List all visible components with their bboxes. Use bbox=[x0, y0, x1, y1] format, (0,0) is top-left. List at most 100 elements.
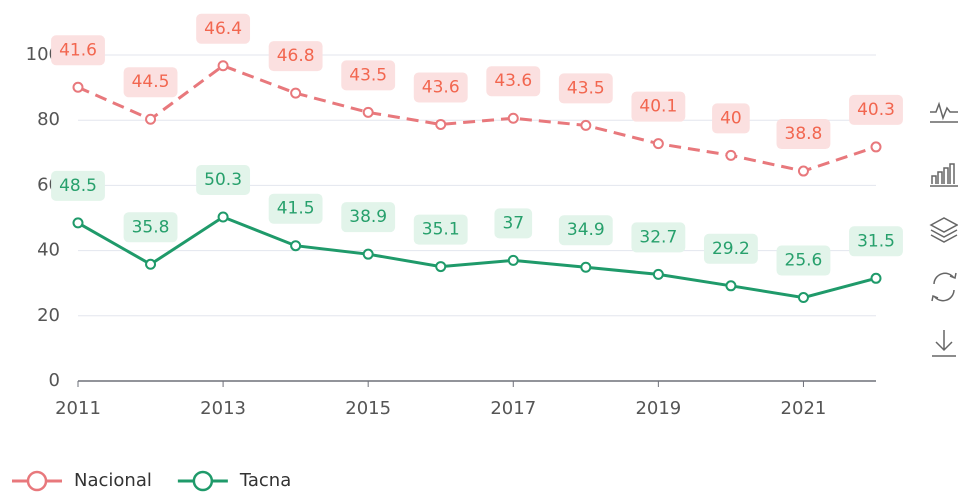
data-label: 46.8 bbox=[268, 41, 323, 72]
data-label: 34.9 bbox=[558, 215, 613, 246]
data-label-text: 43.5 bbox=[567, 78, 605, 98]
data-label: 44.5 bbox=[123, 67, 178, 98]
data-label: 41.5 bbox=[268, 193, 323, 224]
x-tick-label: 2019 bbox=[635, 398, 681, 419]
point bbox=[580, 261, 592, 273]
data-label-text: 37 bbox=[502, 213, 524, 233]
data-label-text: 44.5 bbox=[132, 72, 170, 92]
point bbox=[870, 141, 882, 153]
data-label-text: 46.4 bbox=[204, 19, 242, 39]
data-label-bg bbox=[268, 193, 323, 224]
data-label: 25.6 bbox=[776, 245, 831, 276]
data-label: 37 bbox=[494, 208, 533, 239]
point bbox=[290, 87, 302, 99]
data-label-text: 35.8 bbox=[132, 217, 170, 237]
point bbox=[72, 81, 84, 93]
x-tick-label: 2021 bbox=[781, 398, 827, 419]
data-label-bg bbox=[123, 67, 178, 98]
y-tick-label: 80 bbox=[37, 109, 60, 130]
data-label-bg bbox=[341, 202, 396, 233]
data-label-text: 29.2 bbox=[712, 239, 750, 259]
data-label-bg bbox=[776, 245, 831, 276]
data-label-bg bbox=[776, 119, 831, 150]
point bbox=[435, 261, 447, 273]
legend-label: Nacional bbox=[74, 470, 152, 491]
data-label-text: 31.5 bbox=[857, 231, 895, 251]
x-tick-label: 2011 bbox=[55, 398, 101, 419]
data-label-text: 50.3 bbox=[204, 170, 242, 190]
point bbox=[72, 217, 84, 229]
y-tick-label: 40 bbox=[37, 240, 60, 261]
data-label-text: 32.7 bbox=[639, 227, 677, 247]
point bbox=[217, 60, 229, 72]
data-label: 31.5 bbox=[849, 226, 903, 257]
x-tick-label: 2013 bbox=[200, 398, 246, 419]
data-label-text: 35.1 bbox=[422, 220, 460, 240]
data-label-bg bbox=[486, 66, 541, 97]
data-label: 50.3 bbox=[196, 165, 251, 196]
data-label: 46.4 bbox=[196, 13, 251, 44]
point bbox=[725, 149, 737, 161]
data-label-bg bbox=[413, 214, 468, 245]
data-label: 43.6 bbox=[486, 66, 541, 97]
data-label-bg bbox=[631, 91, 686, 122]
data-label-bg bbox=[51, 35, 105, 66]
data-label-bg bbox=[703, 233, 758, 264]
point bbox=[507, 112, 519, 124]
point bbox=[145, 258, 157, 270]
data-label-bg bbox=[849, 226, 903, 257]
point bbox=[652, 138, 664, 150]
point bbox=[507, 254, 519, 266]
data-label-text: 34.9 bbox=[567, 220, 605, 240]
x-tick-label: 2017 bbox=[490, 398, 536, 419]
series-line bbox=[77, 215, 877, 300]
data-label-text: 48.5 bbox=[59, 176, 97, 196]
data-label-bg bbox=[849, 94, 903, 125]
tool-download[interactable] bbox=[932, 330, 956, 357]
data-label: 38.9 bbox=[341, 202, 396, 233]
data-label: 43.6 bbox=[413, 72, 468, 103]
legend-symbol bbox=[26, 470, 48, 492]
data-label-text: 40.3 bbox=[857, 100, 895, 120]
point bbox=[362, 248, 374, 260]
point bbox=[362, 106, 374, 118]
point bbox=[797, 292, 809, 304]
data-label-text: 43.6 bbox=[494, 71, 532, 91]
data-label-bg bbox=[558, 73, 613, 104]
point bbox=[145, 113, 157, 125]
data-label: 43.5 bbox=[558, 73, 613, 104]
data-label-bg bbox=[196, 13, 251, 44]
data-label-text: 38.9 bbox=[349, 207, 387, 227]
data-label-text: 43.6 bbox=[422, 77, 460, 97]
data-label: 38.8 bbox=[776, 119, 831, 150]
data-label-bg bbox=[631, 222, 686, 253]
legend-label: Tacna bbox=[239, 470, 291, 491]
toolbox bbox=[929, 101, 958, 357]
data-label-text: 46.8 bbox=[277, 46, 315, 66]
data-label-bg bbox=[51, 170, 105, 201]
data-label: 43.5 bbox=[341, 60, 396, 91]
point bbox=[290, 240, 302, 252]
data-label: 35.8 bbox=[123, 212, 178, 243]
tool-restore[interactable] bbox=[931, 272, 957, 302]
data-label-text: 43.5 bbox=[349, 65, 387, 85]
tool-line[interactable] bbox=[930, 101, 958, 123]
tool-stack[interactable] bbox=[929, 217, 958, 243]
data-label-bg bbox=[341, 60, 396, 91]
point bbox=[217, 211, 229, 223]
data-label: 48.5 bbox=[51, 170, 105, 201]
tool-bar[interactable] bbox=[930, 163, 958, 187]
y-tick-label: 20 bbox=[37, 305, 60, 326]
data-label-text: 25.6 bbox=[785, 251, 823, 271]
data-label: 32.7 bbox=[631, 222, 686, 253]
data-label: 29.2 bbox=[703, 233, 758, 264]
data-label: 40.3 bbox=[849, 94, 903, 125]
series-line bbox=[77, 64, 877, 173]
point bbox=[870, 272, 882, 284]
data-label-text: 41.5 bbox=[277, 199, 315, 219]
legend-symbol bbox=[192, 470, 214, 492]
data-label-bg bbox=[712, 103, 750, 134]
data-label: 40.1 bbox=[631, 91, 686, 122]
data-label-text: 41.6 bbox=[59, 40, 97, 60]
